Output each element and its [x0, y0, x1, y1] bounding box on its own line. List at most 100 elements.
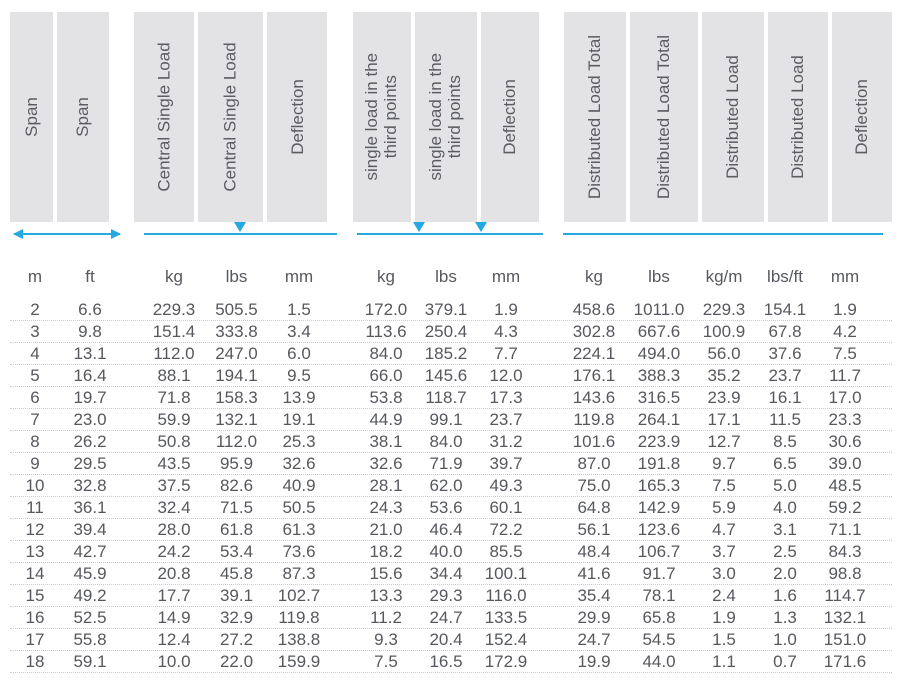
table-cell: 6.6: [60, 301, 120, 318]
table-cell: 667.6: [625, 323, 693, 340]
table-cell: 71.8: [144, 389, 204, 406]
col-header-span-m: Span: [10, 12, 53, 222]
table-cell: 11.2: [357, 609, 415, 626]
table-row: 413.1112.0247.06.084.0185.27.7224.1494.0…: [10, 343, 892, 365]
table-cell: 71.5: [204, 499, 269, 516]
table-cell: 23.9: [693, 389, 755, 406]
table-cell: 24.3: [357, 499, 415, 516]
table-cell: 19.7: [60, 389, 120, 406]
table-cell: 224.1: [563, 345, 625, 362]
table-cell: 458.6: [563, 301, 625, 318]
table-cell: 151.0: [815, 631, 875, 648]
table-cell: 88.1: [144, 367, 204, 384]
third-points-line-wrap: [357, 228, 543, 240]
beam-line-icon: [357, 233, 543, 235]
table-cell: 1.9: [477, 301, 535, 318]
table-cell: 54.5: [625, 631, 693, 648]
table-cell: 20.8: [144, 565, 204, 582]
table-row: 1342.724.253.473.618.240.085.548.4106.73…: [10, 541, 892, 563]
table-cell: 2.4: [693, 587, 755, 604]
table-cell: 9.7: [693, 455, 755, 472]
table-cell-spacer: [120, 433, 144, 450]
col-header-span-ft: Span: [57, 12, 109, 222]
table-cell: 102.7: [269, 587, 329, 604]
table-cell: 223.9: [625, 433, 693, 450]
table-cell: 16.1: [755, 389, 815, 406]
table-cell: 87.0: [563, 455, 625, 472]
table-cell: 39.0: [815, 455, 875, 472]
table-cell: 27.2: [204, 631, 269, 648]
table-cell: 39.1: [204, 587, 269, 604]
table-cell: 1.0: [755, 631, 815, 648]
table-cell-spacer: [329, 587, 357, 604]
table-cell: 119.8: [269, 609, 329, 626]
col-header-central-kg: Central Single Load: [134, 12, 194, 222]
table-cell-spacer: [535, 411, 563, 428]
table-cell: 23.7: [477, 411, 535, 428]
table-cell: 60.1: [477, 499, 535, 516]
table-cell: 48.4: [563, 543, 625, 560]
table-cell-spacer: [329, 301, 357, 318]
units-row: m ft kg lbs mm kg lbs mm kg lbs kg/m lbs…: [10, 268, 892, 285]
table-cell: 133.5: [477, 609, 535, 626]
table-cell: 56.0: [693, 345, 755, 362]
table-cell-spacer: [535, 345, 563, 362]
table-cell: 17.7: [144, 587, 204, 604]
table-cell: 4.7: [693, 521, 755, 538]
table-cell: 32.8: [60, 477, 120, 494]
table-cell: 316.5: [625, 389, 693, 406]
indicator-spacer: [337, 228, 357, 240]
table-cell-spacer: [329, 345, 357, 362]
table-cell: 48.5: [815, 477, 875, 494]
col-header-dist-lbsft: Distributed Load: [768, 12, 828, 222]
table-cell: 9: [10, 455, 60, 472]
table-cell: 20.4: [415, 631, 477, 648]
table-cell: 40.0: [415, 543, 477, 560]
table-cell: 98.8: [815, 565, 875, 582]
unit-label: kg: [563, 268, 625, 285]
table-cell: 28.0: [144, 521, 204, 538]
table-cell: 11.5: [755, 411, 815, 428]
table-cell: 13.9: [269, 389, 329, 406]
table-cell: 7.5: [815, 345, 875, 362]
table-cell: 333.8: [204, 323, 269, 340]
unit-label: lbs/ft: [755, 268, 815, 285]
table-cell-spacer: [329, 609, 357, 626]
col-header-third-defl: Deflection: [481, 12, 539, 222]
col-header-label: Distributed Load: [788, 55, 808, 179]
col-header-spacer: [113, 12, 130, 222]
table-cell: 11.7: [815, 367, 875, 384]
table-cell: 6.5: [755, 455, 815, 472]
table-cell: 171.6: [815, 653, 875, 670]
table-cell: 16.5: [415, 653, 477, 670]
table-cell: 17.3: [477, 389, 535, 406]
table-row: 26.6229.3505.51.5172.0379.11.9458.61011.…: [10, 299, 892, 321]
table-cell: 40.9: [269, 477, 329, 494]
col-header-label: Central Single Load: [154, 42, 174, 191]
table-cell-spacer: [120, 477, 144, 494]
table-cell: 39.4: [60, 521, 120, 538]
table-cell: 19.1: [269, 411, 329, 428]
table-cell: 100.9: [693, 323, 755, 340]
table-row: 723.059.9132.119.144.999.123.7119.8264.1…: [10, 409, 892, 431]
table-cell: 28.1: [357, 477, 415, 494]
table-cell: 99.1: [415, 411, 477, 428]
table-cell: 73.6: [269, 543, 329, 560]
table-cell-spacer: [535, 631, 563, 648]
table-row: 39.8151.4333.83.4113.6250.44.3302.8667.6…: [10, 321, 892, 343]
table-cell: 35.4: [563, 587, 625, 604]
table-cell-spacer: [329, 411, 357, 428]
col-header-dist-total-lbs: Distributed Load Total: [630, 12, 698, 222]
table-cell: 52.5: [60, 609, 120, 626]
col-header-label: Deflection: [852, 79, 872, 155]
table-cell: 45.9: [60, 565, 120, 582]
table-cell: 23.0: [60, 411, 120, 428]
table-cell: 494.0: [625, 345, 693, 362]
table-cell: 62.0: [415, 477, 477, 494]
table-cell: 3.0: [693, 565, 755, 582]
table-cell: 29.3: [415, 587, 477, 604]
table-cell-spacer: [329, 565, 357, 582]
table-cell: 17: [10, 631, 60, 648]
unit-spacer: [120, 268, 144, 285]
table-cell-spacer: [120, 521, 144, 538]
